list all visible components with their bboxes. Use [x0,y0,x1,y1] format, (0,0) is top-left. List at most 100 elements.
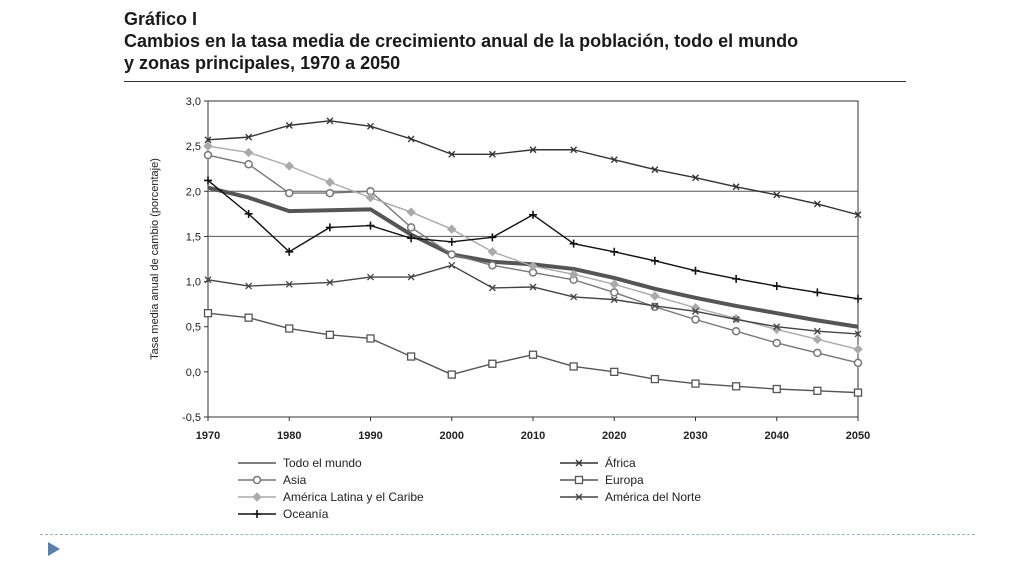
data-point [772,282,781,291]
data-point [570,146,578,154]
data-point [570,293,578,301]
data-point [610,296,618,304]
figure-label: Gráfico I [124,9,198,29]
legend-label: África [605,455,636,470]
data-point [406,223,416,232]
data-point [367,273,374,281]
legend-marker [574,475,584,485]
data-point [692,174,699,182]
data-point [285,121,293,129]
data-point [651,166,659,174]
data-point [487,247,498,257]
x-tick-label: 1970 [196,430,220,442]
data-point [610,156,618,164]
legend-marker [575,493,583,501]
legend-marker [252,492,262,502]
y-tick-label: 0,5 [186,322,201,334]
series-3 [203,309,863,397]
data-point [325,177,335,187]
y-axis-label: Tasa media anual de cambio (porcentaje) [149,158,161,360]
data-point [326,279,334,286]
data-point [773,191,781,199]
data-point [407,135,415,143]
data-point [367,122,374,130]
data-point [243,147,254,158]
data-point [407,273,415,281]
legend-label: Oceanía [283,507,329,521]
data-point [325,330,335,339]
data-point [325,223,334,232]
series-line [207,120,859,216]
data-point [772,384,781,394]
y-tick-label: 1,0 [186,277,201,289]
data-point [326,117,334,125]
legend-item: América Latina y el Caribe [238,490,424,504]
series-line [207,145,859,350]
y-tick-label: 2,5 [186,141,201,153]
data-point [692,307,699,315]
plot-frame [207,100,859,418]
data-point [245,133,253,141]
data-point [691,266,700,275]
data-point [244,313,253,322]
series-1 [204,117,862,219]
data-point [406,207,416,217]
data-point [773,323,781,331]
legend-label: América del Norte [605,490,701,504]
data-point [284,161,294,171]
data-point [325,188,335,198]
data-point [651,302,659,310]
legend-marker [252,475,262,485]
data-point [366,221,375,230]
legend-marker [575,459,583,467]
x-tick-label: 2050 [846,430,870,442]
data-point [813,288,822,297]
data-point [854,294,862,303]
y-tick-label: 0,0 [186,367,201,379]
data-point [854,211,862,219]
data-point [650,374,660,384]
series-6 [204,176,862,303]
chart-title-line2: y zonas principales, 1970 a 2050 [124,53,401,73]
data-point [529,146,537,154]
data-point [488,233,497,242]
data-point [285,280,293,288]
legend-item: América del Norte [560,490,701,504]
legend-item: Asia [238,473,307,487]
y-tick-label: 3,0 [186,96,201,108]
data-point [528,350,538,359]
data-point [204,136,212,144]
data-point [203,141,213,151]
x-tick-label: 2020 [602,430,626,442]
data-point [447,370,456,379]
y-tick-label: -0,5 [182,412,201,424]
data-point [732,183,740,191]
data-point [447,224,457,234]
data-point [813,348,822,358]
data-point [447,237,456,246]
data-point [488,261,497,270]
x-tick-label: 2000 [440,430,464,442]
data-point [529,283,537,291]
series-0 [207,185,859,329]
data-point [488,284,496,292]
data-point [813,327,821,335]
legend-item: Europa [560,473,644,487]
legend-item: África [560,455,636,470]
chart-heading: Gráfico I Cambios en la tasa media de cr… [124,8,914,74]
data-point [610,367,619,377]
legend-label: América Latina y el Caribe [283,490,424,504]
series-4 [203,141,863,354]
series-line [207,185,859,329]
data-point [285,324,294,333]
data-point [812,334,823,345]
data-point [244,209,253,218]
legend-marker [253,510,261,518]
title-rule [124,81,906,82]
data-point [203,150,213,160]
data-point [610,288,619,297]
data-point [853,388,863,397]
data-point [568,269,579,280]
data-point [448,150,456,158]
data-point [285,247,294,256]
